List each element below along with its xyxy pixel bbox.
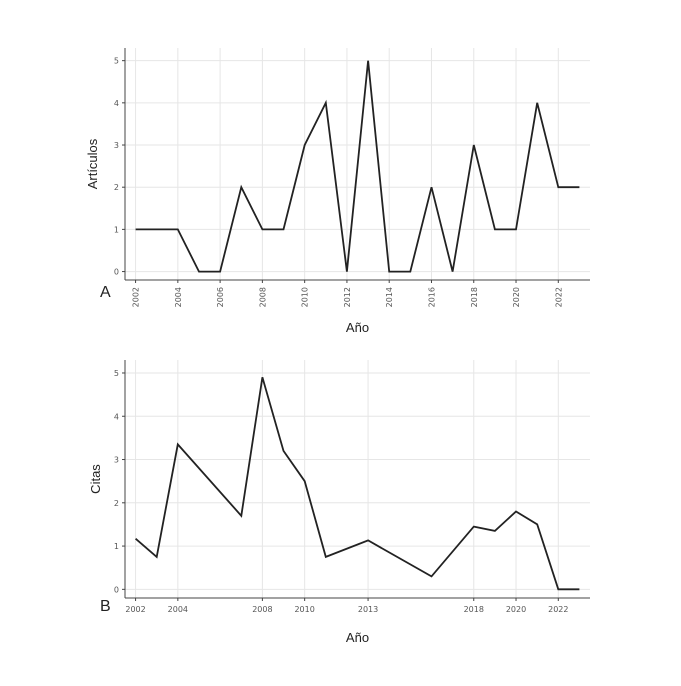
- x-tick-label: 2008: [258, 287, 267, 307]
- panel-label: A: [100, 284, 111, 301]
- y-tick-label: 2: [114, 183, 119, 192]
- x-tick-label: 2002: [125, 605, 145, 614]
- x-tick-label: 2008: [252, 605, 272, 614]
- panel-b-citations-per-year: 0 1 2 3 4 5 2002 2004 2008 2010 2013 2018 2020 2022 Añ…: [88, 360, 590, 645]
- y-tick-label: 4: [114, 412, 119, 421]
- series-line: [135, 60, 580, 273]
- x-tick-label: 2020: [506, 605, 526, 614]
- y-tick-label: 3: [114, 456, 119, 465]
- panel-label: B: [100, 598, 111, 615]
- x-tick-label: 2018: [470, 287, 479, 307]
- x-tick-label: 2013: [358, 605, 378, 614]
- x-tick-label: 2010: [294, 605, 314, 614]
- x-tick-label: 2018: [464, 605, 484, 614]
- y-tick-label: 4: [114, 99, 119, 108]
- x-tick-label: 2020: [512, 287, 521, 307]
- y-tick-label: 5: [114, 57, 119, 66]
- x-tick-label: 2002: [132, 287, 141, 307]
- y-axis-label: Citas: [88, 464, 103, 494]
- x-tick-label: 2006: [216, 287, 225, 307]
- x-tick-label: 2022: [554, 287, 563, 307]
- x-tick-label: 2004: [168, 605, 188, 614]
- x-tick-label: 2022: [548, 605, 568, 614]
- series-line: [135, 377, 580, 591]
- y-tick-label: 1: [114, 225, 119, 234]
- y-axis-label: Artículos: [85, 138, 100, 189]
- y-tick-label: 1: [114, 542, 119, 551]
- x-tick-label: 2014: [385, 287, 394, 307]
- x-axis-label: Año: [346, 320, 369, 335]
- y-tick-label: 5: [114, 369, 119, 378]
- x-tick-label: 2016: [427, 287, 436, 307]
- x-axis-label: Año: [346, 630, 369, 645]
- panel-a-articles-per-year: 0 1 2 3 4 5 2002 2004 2006 2008 2010 2012 2014 2016 20…: [85, 48, 590, 335]
- x-tick-label: 2004: [174, 287, 183, 307]
- y-tick-label: 0: [114, 585, 119, 594]
- y-tick-label: 3: [114, 141, 119, 150]
- y-tick-label: 0: [114, 268, 119, 277]
- x-tick-label: 2010: [301, 287, 310, 307]
- y-tick-label: 2: [114, 499, 119, 508]
- x-tick-label: 2012: [343, 287, 352, 307]
